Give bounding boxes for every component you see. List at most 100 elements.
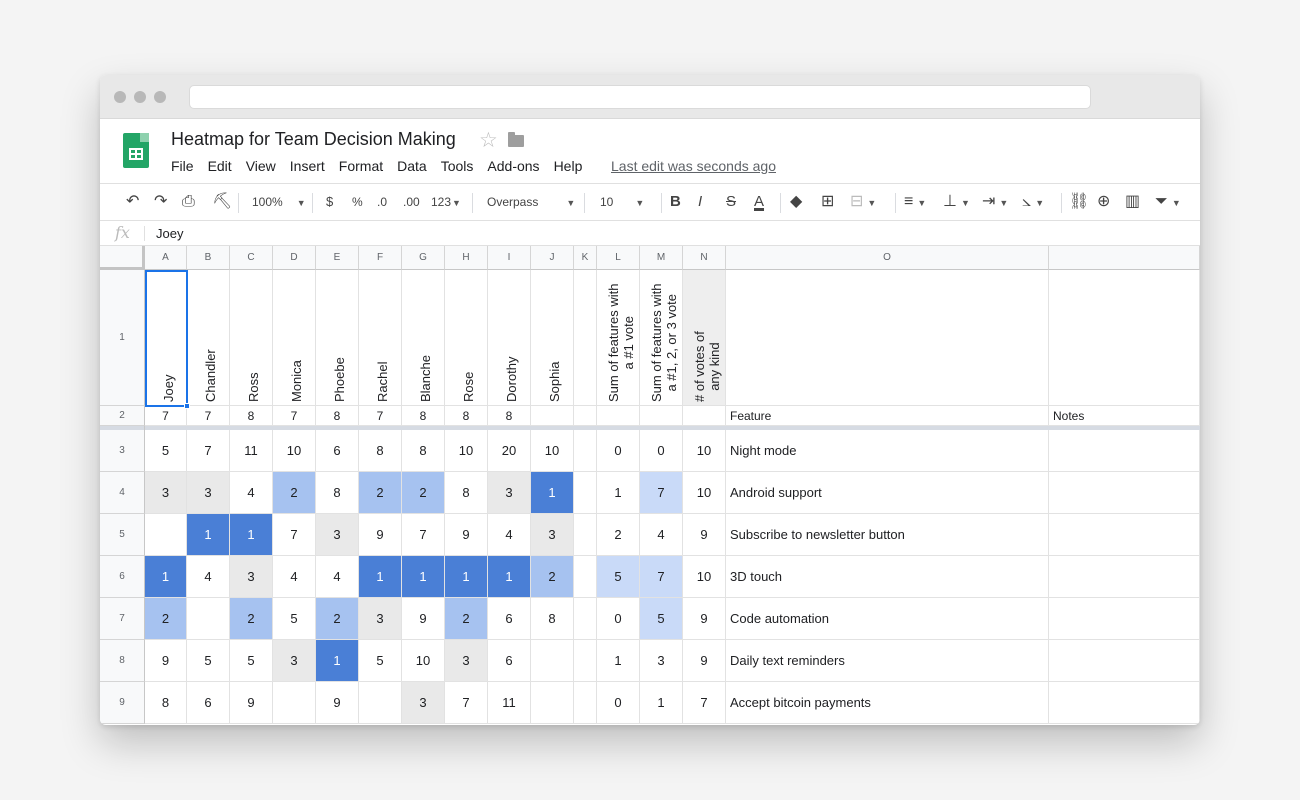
close-window-icon[interactable] bbox=[114, 91, 126, 103]
count-cell[interactable]: 7 bbox=[187, 406, 230, 426]
count-cell[interactable] bbox=[640, 406, 683, 426]
menu-data[interactable]: Data bbox=[397, 158, 427, 174]
currency-format-button[interactable]: $ bbox=[326, 194, 334, 209]
zoom-select[interactable]: 100% ▼ bbox=[252, 184, 306, 220]
count-cell[interactable]: 8 bbox=[316, 406, 359, 426]
column-header[interactable] bbox=[1049, 246, 1200, 270]
vote-cell[interactable]: 4 bbox=[273, 556, 316, 598]
fill-handle[interactable] bbox=[184, 403, 190, 409]
vote-count-cell[interactable]: 10 bbox=[683, 472, 726, 514]
borders-icon[interactable]: ⊞ bbox=[821, 193, 835, 210]
vote-cell[interactable]: 8 bbox=[145, 682, 187, 724]
print-icon[interactable]: ⎙ bbox=[182, 193, 195, 210]
text-wrapping-icon[interactable]: ⇥ ▼ bbox=[982, 193, 1009, 210]
header-cell[interactable]: Chandler bbox=[187, 270, 230, 406]
redo-icon[interactable]: ↷ bbox=[154, 193, 168, 210]
row-header[interactable]: 8 bbox=[100, 640, 145, 682]
vote-cell[interactable]: 6 bbox=[316, 430, 359, 472]
vote-cell[interactable]: 1 bbox=[316, 640, 359, 682]
vote-cell[interactable] bbox=[531, 682, 574, 724]
header-cell[interactable]: Sophia bbox=[531, 270, 574, 406]
notes-cell[interactable] bbox=[1049, 640, 1200, 682]
vote-cell[interactable]: 8 bbox=[316, 472, 359, 514]
text-color-button[interactable]: A bbox=[754, 193, 765, 210]
vote-cell[interactable]: 1 bbox=[402, 556, 445, 598]
feature-cell[interactable]: Android support bbox=[726, 472, 1049, 514]
count-cell[interactable]: 7 bbox=[359, 406, 402, 426]
vote-cell[interactable]: 7 bbox=[445, 682, 488, 724]
notes-cell[interactable] bbox=[1049, 472, 1200, 514]
row-header[interactable]: 6 bbox=[100, 556, 145, 598]
count-cell[interactable] bbox=[531, 406, 574, 426]
row-header[interactable]: 5 bbox=[100, 514, 145, 556]
vote-cell[interactable]: 9 bbox=[316, 682, 359, 724]
vote-count-cell[interactable]: 9 bbox=[683, 514, 726, 556]
row-header[interactable]: 4 bbox=[100, 472, 145, 514]
vote-cell[interactable]: 10 bbox=[273, 430, 316, 472]
vote-cell[interactable]: 3 bbox=[230, 556, 273, 598]
document-title[interactable]: Heatmap for Team Decision Making bbox=[171, 129, 456, 149]
select-all-corner[interactable] bbox=[100, 246, 145, 270]
feature-cell[interactable]: Accept bitcoin payments bbox=[726, 682, 1049, 724]
last-edit-link[interactable]: Last edit was seconds ago bbox=[611, 158, 776, 174]
count-cell[interactable]: 7 bbox=[145, 406, 187, 426]
column-header[interactable]: K bbox=[574, 246, 597, 270]
notes-cell[interactable] bbox=[1049, 430, 1200, 472]
sheets-logo-icon[interactable] bbox=[123, 133, 149, 168]
comment-icon[interactable]: ⊕ bbox=[1097, 193, 1111, 210]
vote-cell[interactable] bbox=[574, 472, 597, 514]
vote-cell[interactable]: 10 bbox=[445, 430, 488, 472]
header-cell[interactable]: Dorothy bbox=[488, 270, 531, 406]
vote-cell[interactable]: 5 bbox=[273, 598, 316, 640]
menu-help[interactable]: Help bbox=[553, 158, 583, 174]
column-header[interactable]: O bbox=[726, 246, 1049, 270]
column-header[interactable]: N bbox=[683, 246, 726, 270]
strikethrough-button[interactable]: S bbox=[726, 193, 737, 210]
address-bar[interactable] bbox=[189, 85, 1091, 109]
vote-cell[interactable]: 3 bbox=[187, 472, 230, 514]
vote-cell[interactable]: 5 bbox=[230, 640, 273, 682]
link-icon[interactable]: ⛓ bbox=[1069, 193, 1090, 210]
vote-cell[interactable]: 3 bbox=[531, 514, 574, 556]
column-header[interactable]: D bbox=[273, 246, 316, 270]
vote-cell[interactable] bbox=[273, 682, 316, 724]
feature-cell[interactable]: Night mode bbox=[726, 430, 1049, 472]
vote-cell[interactable]: 10 bbox=[531, 430, 574, 472]
vote-cell[interactable] bbox=[574, 640, 597, 682]
vote-cell[interactable]: 2 bbox=[359, 472, 402, 514]
vote-cell[interactable]: 9 bbox=[445, 514, 488, 556]
vote-cell[interactable] bbox=[574, 682, 597, 724]
vote-cell[interactable] bbox=[145, 514, 187, 556]
count-cell[interactable] bbox=[597, 406, 640, 426]
row-header[interactable]: 9 bbox=[100, 682, 145, 724]
maximize-window-icon[interactable] bbox=[154, 91, 166, 103]
row-header[interactable]: 2 bbox=[100, 406, 145, 426]
vote-cell[interactable]: 6 bbox=[488, 640, 531, 682]
vote-cell[interactable]: 8 bbox=[445, 472, 488, 514]
minimize-window-icon[interactable] bbox=[134, 91, 146, 103]
vote-cell[interactable]: 8 bbox=[531, 598, 574, 640]
header-cell[interactable]: Sum of features with a #1 vote bbox=[597, 270, 640, 406]
vote-cell[interactable]: 8 bbox=[359, 430, 402, 472]
vote-cell[interactable]: 1 bbox=[359, 556, 402, 598]
column-header[interactable]: M bbox=[640, 246, 683, 270]
increase-decimals-button[interactable]: .00 bbox=[403, 195, 420, 209]
menu-edit[interactable]: Edit bbox=[207, 158, 232, 174]
vote-cell[interactable]: 6 bbox=[187, 682, 230, 724]
menu-file[interactable]: File bbox=[171, 158, 194, 174]
menu-addons[interactable]: Add-ons bbox=[487, 158, 540, 174]
header-cell[interactable]: Ross bbox=[230, 270, 273, 406]
vote-cell[interactable]: 2 bbox=[445, 598, 488, 640]
vote-cell[interactable] bbox=[574, 556, 597, 598]
vote-cell[interactable]: 6 bbox=[488, 598, 531, 640]
column-header[interactable]: C bbox=[230, 246, 273, 270]
sum-first-cell[interactable]: 1 bbox=[597, 640, 640, 682]
bold-button[interactable]: B bbox=[670, 193, 681, 210]
menu-insert[interactable]: Insert bbox=[289, 158, 325, 174]
sum-first-cell[interactable]: 1 bbox=[597, 472, 640, 514]
header-cell[interactable]: Phoebe bbox=[316, 270, 359, 406]
vote-cell[interactable]: 3 bbox=[273, 640, 316, 682]
vote-cell[interactable]: 3 bbox=[402, 682, 445, 724]
sum-top3-cell[interactable]: 0 bbox=[640, 430, 683, 472]
merge-cells-icon[interactable]: ⊟ ▼ bbox=[850, 193, 877, 210]
